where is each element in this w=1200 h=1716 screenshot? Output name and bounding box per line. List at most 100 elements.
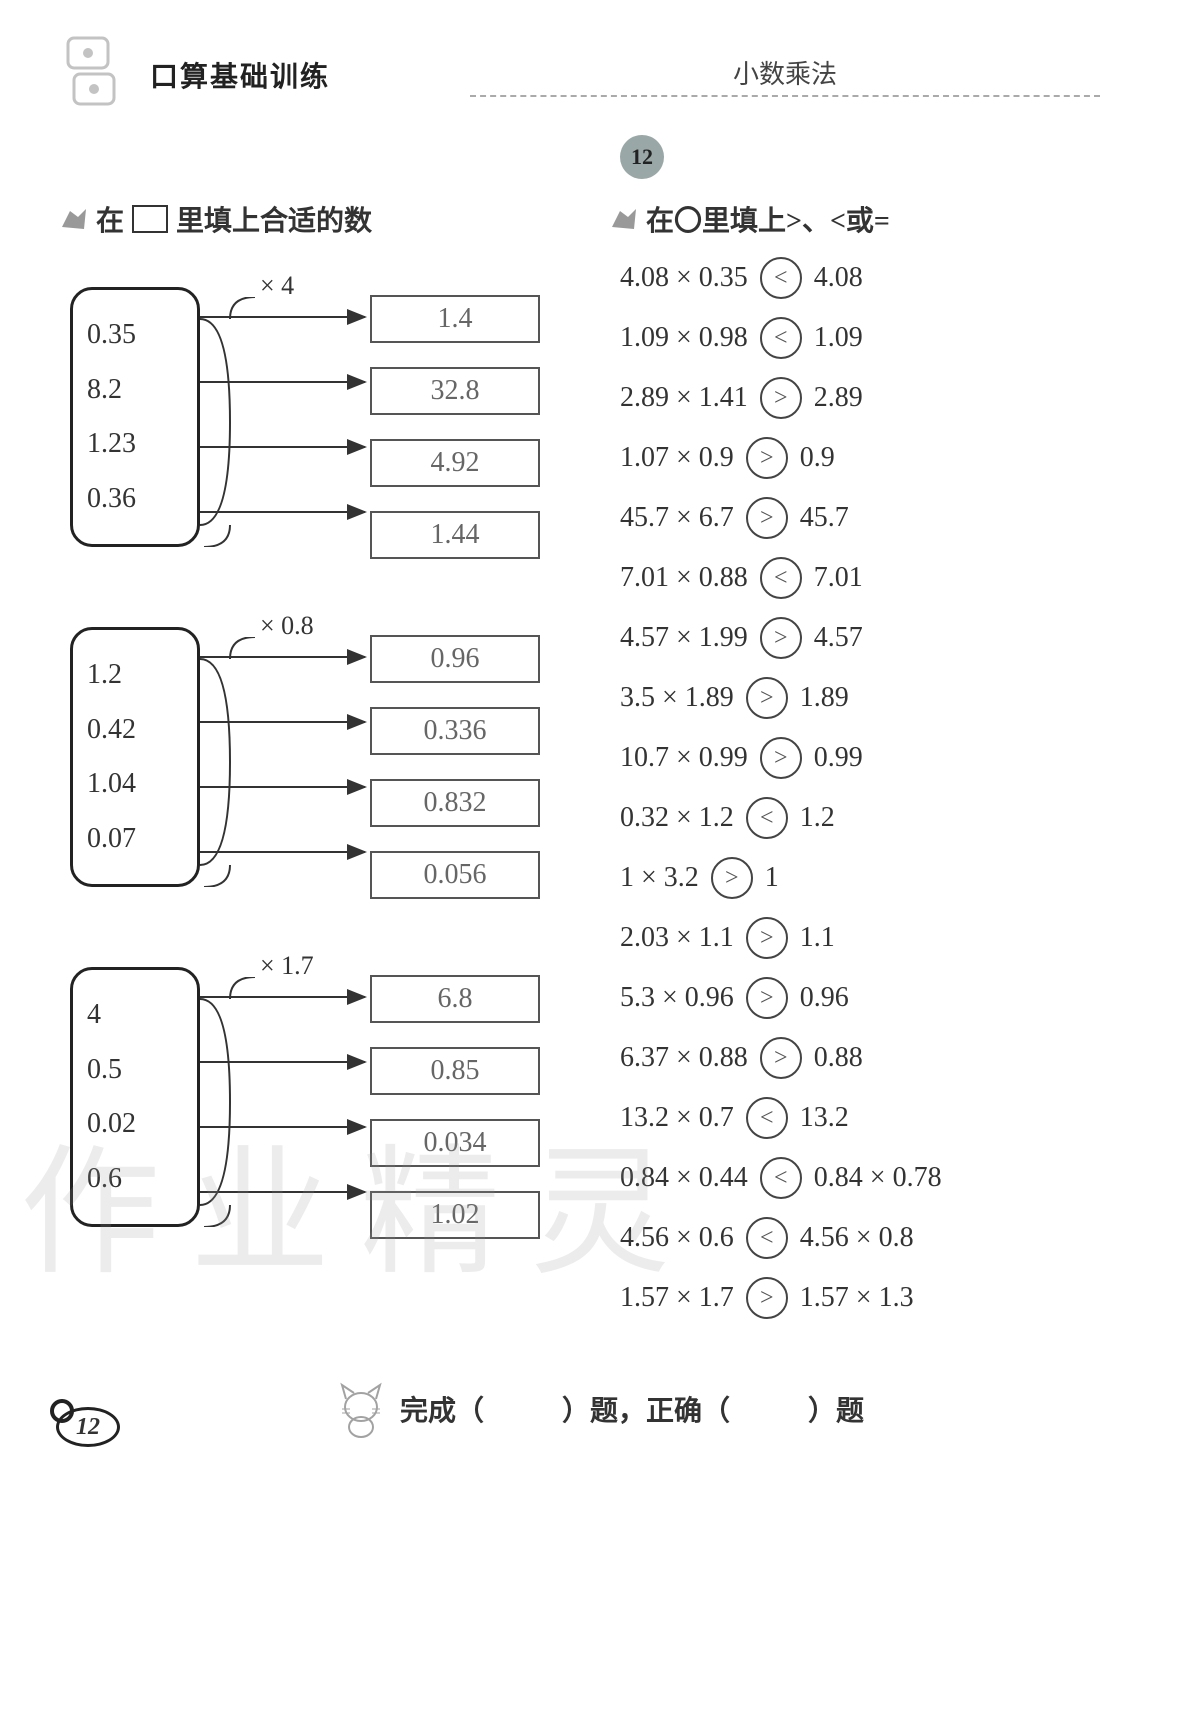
answer-box[interactable]: 0.336: [370, 707, 540, 755]
compare-operator-circle[interactable]: <: [760, 257, 802, 299]
page-badge: 12: [620, 135, 664, 179]
compare-right: 4.08: [814, 262, 863, 294]
compare-row: 0.84 × 0.44 <0.84 × 0.78: [620, 1157, 1140, 1199]
input-value: 0.42: [87, 714, 183, 746]
input-value: 0.5: [87, 1054, 183, 1086]
compare-row: 45.7 × 6.7 >45.7: [620, 497, 1140, 539]
compare-right: 0.84 × 0.78: [814, 1162, 942, 1194]
answer-box[interactable]: 32.8: [370, 367, 540, 415]
book-title: 口算基础训练: [150, 55, 330, 95]
compare-row: 2.89 × 1.41 >2.89: [620, 377, 1140, 419]
compare-left: 0.32 × 1.2: [620, 802, 734, 834]
input-value: 8.2: [87, 374, 183, 406]
cat-icon: [336, 1379, 386, 1439]
compare-operator-circle[interactable]: >: [746, 437, 788, 479]
fill-group: 40.50.020.6× 1.76.80.850.0341.02: [60, 937, 560, 1237]
compare-row: 10.7 × 0.99>0.99: [620, 737, 1140, 779]
compare-left: 6.37 × 0.88: [620, 1042, 748, 1074]
compare-row: 1 × 3.2>1: [620, 857, 1140, 899]
compare-row: 3.5 × 1.89 >1.89: [620, 677, 1140, 719]
compare-right: 45.7: [800, 502, 849, 534]
compare-left: 3.5 × 1.89: [620, 682, 734, 714]
input-value: 1.23: [87, 428, 183, 460]
section-title-right: 在〇里填上>、<或=: [610, 199, 1140, 239]
compare-right: 1.1: [800, 922, 835, 954]
compare-operator-circle[interactable]: <: [760, 557, 802, 599]
input-value: 0.07: [87, 823, 183, 855]
compare-left: 45.7 × 6.7: [620, 502, 734, 534]
answer-box[interactable]: 1.44: [370, 511, 540, 559]
footer-text-b: ）题，正确（: [562, 1389, 730, 1429]
page-number: 12: [76, 1414, 100, 1441]
compare-operator-circle[interactable]: >: [746, 677, 788, 719]
compare-left: 1.57 × 1.7: [620, 1282, 734, 1314]
compare-section: 在〇里填上>、<或= 4.08 × 0.35<4.08 1.09 × 0.98 <1…: [610, 199, 1140, 1319]
compare-operator-circle[interactable]: >: [746, 1277, 788, 1319]
answer-box[interactable]: 0.96: [370, 635, 540, 683]
compare-operator-circle[interactable]: <: [746, 797, 788, 839]
answer-box[interactable]: 0.056: [370, 851, 540, 899]
compare-row: 13.2 × 0.7<13.2: [620, 1097, 1140, 1139]
compare-row: 4.08 × 0.35<4.08: [620, 257, 1140, 299]
compare-operator-circle[interactable]: >: [760, 1037, 802, 1079]
compare-row: 6.37 × 0.88>0.88: [620, 1037, 1140, 1079]
compare-operator-circle[interactable]: >: [746, 497, 788, 539]
compare-operator-circle[interactable]: <: [760, 317, 802, 359]
compare-right: 1.09: [814, 322, 863, 354]
compare-left: 2.03 × 1.1: [620, 922, 734, 954]
compare-left: 13.2 × 0.7: [620, 1102, 734, 1134]
compare-left: 7.01 × 0.88: [620, 562, 748, 594]
compare-left: 0.84 × 0.44: [620, 1162, 748, 1194]
footer-text-c: ）题: [808, 1389, 864, 1429]
compare-left: 2.89 × 1.41: [620, 382, 748, 414]
compare-operator-circle[interactable]: >: [760, 377, 802, 419]
answer-box[interactable]: 1.02: [370, 1191, 540, 1239]
compare-operator-circle[interactable]: >: [746, 917, 788, 959]
compare-left: 10.7 × 0.99: [620, 742, 748, 774]
compare-right: 1.89: [800, 682, 849, 714]
input-value: 0.6: [87, 1163, 183, 1195]
compare-right: 1.2: [800, 802, 835, 834]
compare-left: 5.3 × 0.96: [620, 982, 734, 1014]
compare-operator-circle[interactable]: <: [760, 1157, 802, 1199]
answer-boxes: 1.4 32.8 4.92 1.44: [370, 295, 540, 559]
input-value: 1.04: [87, 768, 183, 800]
answer-boxes: 0.96 0.336 0.832 0.056: [370, 635, 540, 899]
answer-box[interactable]: 0.85: [370, 1047, 540, 1095]
answer-box[interactable]: 0.832: [370, 779, 540, 827]
input-value: 1.2: [87, 659, 183, 691]
compare-row: 4.57 × 1.99>4.57: [620, 617, 1140, 659]
blank-box-icon: [132, 205, 168, 233]
compare-operator-circle[interactable]: >: [760, 737, 802, 779]
answer-box[interactable]: 6.8: [370, 975, 540, 1023]
compare-row: 4.56 × 0.6<4.56 × 0.8: [620, 1217, 1140, 1259]
compare-operator-circle[interactable]: <: [746, 1097, 788, 1139]
fill-blanks-section: 在 里填上合适的数 0.358.21.230.36× 41.432.84.921…: [60, 199, 580, 1319]
compare-right: 1: [765, 862, 779, 894]
compare-row: 2.03 × 1.1 >1.1: [620, 917, 1140, 959]
compare-left: 4.56 × 0.6: [620, 1222, 734, 1254]
answer-box[interactable]: 1.4: [370, 295, 540, 343]
compare-operator-circle[interactable]: >: [746, 977, 788, 1019]
compare-right: 4.57: [814, 622, 863, 654]
header: 口算基础训练 小数乘法: [60, 30, 1140, 120]
title-text: 在〇里填上>、<或=: [646, 199, 890, 239]
compare-right: 2.89: [814, 382, 863, 414]
compare-operator-circle[interactable]: >: [711, 857, 753, 899]
title-text-suffix: 里填上合适的数: [176, 199, 372, 239]
compare-operator-circle[interactable]: <: [746, 1217, 788, 1259]
page-number-badge: 12: [50, 1399, 120, 1449]
compare-operator-circle[interactable]: >: [760, 617, 802, 659]
section-title-left: 在 里填上合适的数: [60, 199, 580, 239]
footer-text-a: 完成（: [400, 1389, 484, 1429]
input-value: 0.35: [87, 319, 183, 351]
input-frame: 1.2 0.42 1.04 0.07: [70, 627, 200, 887]
compare-left: 1.09 × 0.98: [620, 322, 748, 354]
compare-right: 0.9: [800, 442, 835, 474]
input-value: 0.02: [87, 1108, 183, 1140]
arrow-layer: [200, 637, 370, 887]
answer-box[interactable]: 4.92: [370, 439, 540, 487]
title-text: 在: [96, 199, 124, 239]
answer-box[interactable]: 0.034: [370, 1119, 540, 1167]
arrow-layer: [200, 297, 370, 547]
